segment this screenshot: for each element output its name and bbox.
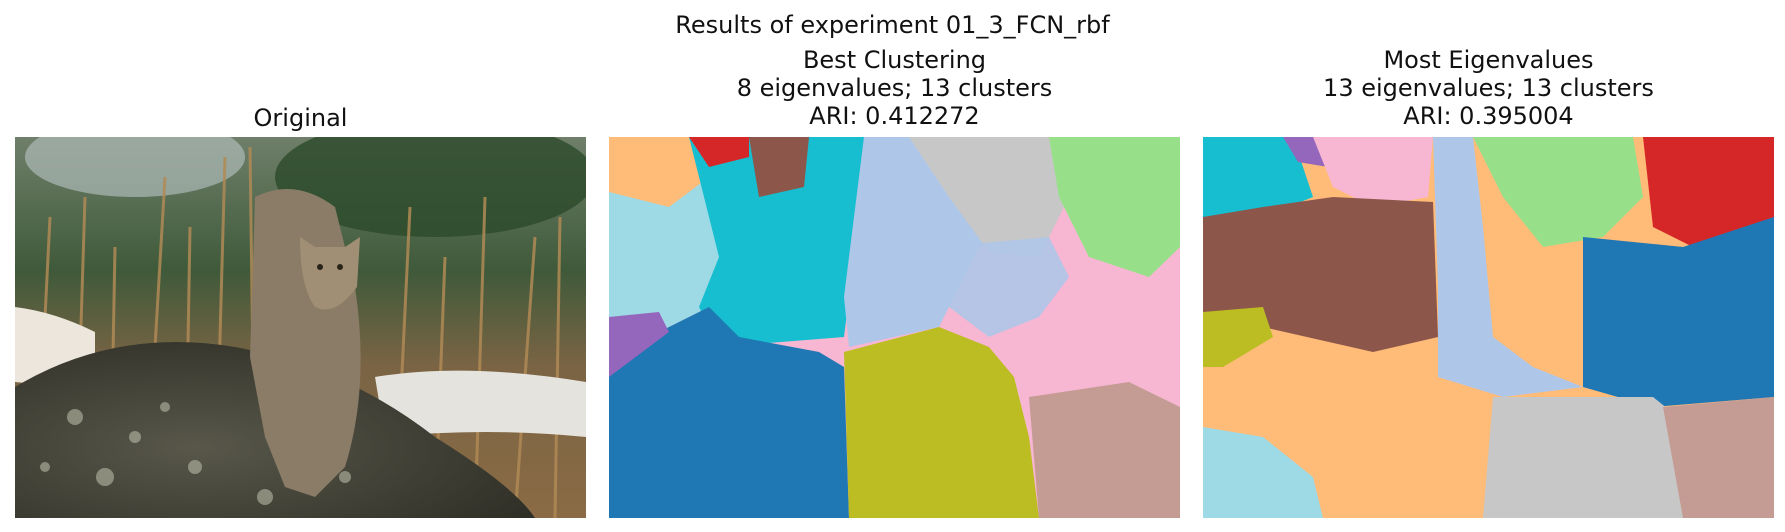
original-photo — [15, 137, 586, 518]
panel-best-clustering-title: Best Clustering 8 eigenvalues; 13 cluste… — [609, 46, 1180, 130]
most-eigenvalues-segmentation — [1203, 137, 1774, 518]
panel-original: Original — [15, 104, 586, 518]
best-clustering-segmentation — [609, 137, 1180, 518]
panel-most-eigenvalues-title-line-1: Most Eigenvalues — [1383, 46, 1594, 74]
panel-original-title-line: Original — [253, 104, 348, 132]
panel-best-clustering-title-line-3: ARI: 0.412272 — [809, 102, 980, 130]
panel-most-eigenvalues: Most Eigenvalues 13 eigenvalues; 13 clus… — [1203, 46, 1774, 518]
panel-most-eigenvalues-title-line-3: ARI: 0.395004 — [1403, 102, 1574, 130]
panel-most-eigenvalues-title-line-2: 13 eigenvalues; 13 clusters — [1323, 74, 1654, 102]
bobcat-photo-image — [15, 137, 586, 518]
most-eigenvalues-map — [1203, 137, 1774, 518]
panel-best-clustering-title-line-2: 8 eigenvalues; 13 clusters — [736, 74, 1053, 102]
panel-best-clustering-title-line-1: Best Clustering — [802, 46, 987, 74]
panel-best-clustering: Best Clustering 8 eigenvalues; 13 cluste… — [609, 46, 1180, 518]
panel-original-title: Original — [15, 104, 586, 132]
figure-suptitle: Results of experiment 01_3_FCN_rbf — [675, 11, 1110, 39]
best-clustering-map — [609, 137, 1180, 518]
panel-most-eigenvalues-title: Most Eigenvalues 13 eigenvalues; 13 clus… — [1203, 46, 1774, 130]
